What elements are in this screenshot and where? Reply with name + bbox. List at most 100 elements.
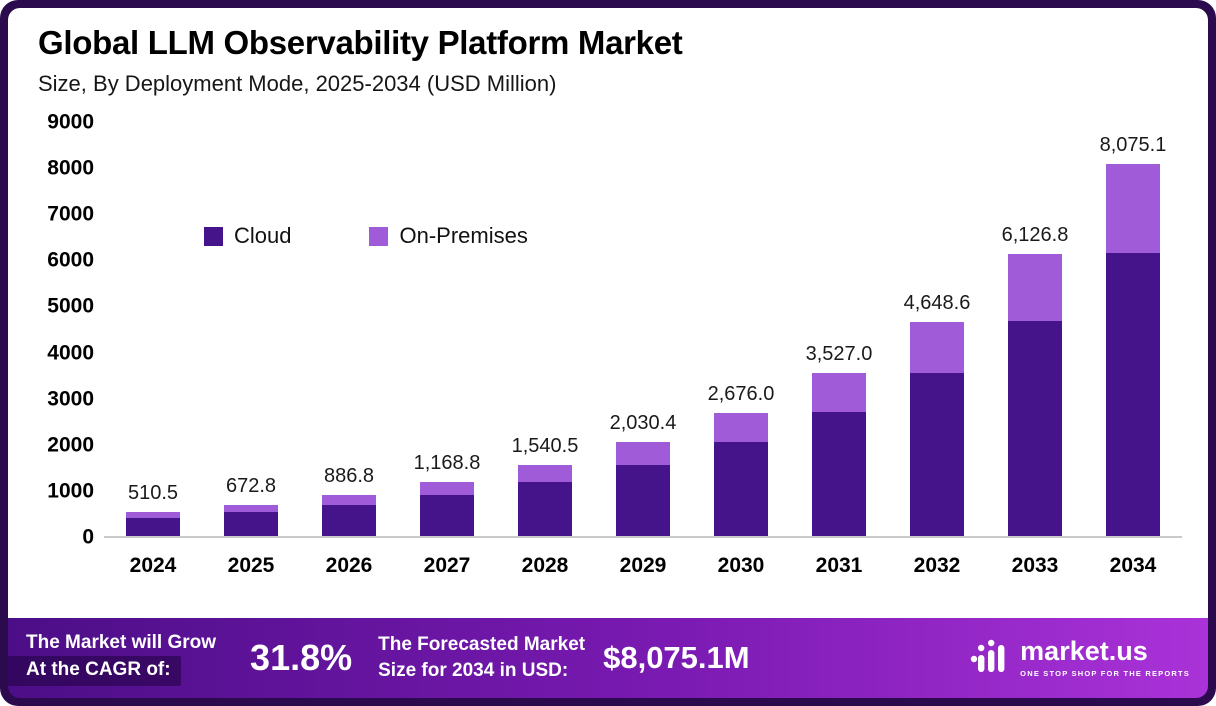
bar-group-2028: 1,540.5 bbox=[496, 123, 594, 536]
forecast-label-line2: Size for 2034 in USD: bbox=[378, 660, 569, 681]
bar-segment-cloud bbox=[126, 518, 180, 536]
forecast-label-line1: The Forecasted Market bbox=[378, 634, 586, 656]
bar-segment-cloud bbox=[910, 373, 964, 536]
bar-total-label: 2,030.4 bbox=[609, 412, 677, 435]
bar-segment-cloud bbox=[616, 464, 670, 536]
bar-group-2027: 1,168.8 bbox=[398, 123, 496, 536]
x-tick-label: 2026 bbox=[325, 554, 373, 577]
bar-stack-2033 bbox=[1008, 253, 1062, 536]
bar-segment-cloud bbox=[812, 412, 866, 536]
bar-stack-2030 bbox=[714, 412, 768, 536]
bar-group-2033: 6,126.8 bbox=[986, 123, 1084, 536]
brand-tagline: ONE STOP SHOP FOR THE REPORTS bbox=[1020, 669, 1190, 678]
chart-card: Global LLM Observability Platform Market… bbox=[8, 8, 1208, 618]
bar-stack-2029 bbox=[616, 442, 670, 536]
bar-segment-on-premises bbox=[322, 495, 376, 505]
bar-group-2030: 2,676.0 bbox=[692, 123, 790, 536]
bar-group-2032: 4,648.6 bbox=[888, 123, 986, 536]
bar-segment-on-premises bbox=[910, 321, 964, 374]
y-tick-label: 8000 bbox=[47, 156, 94, 180]
y-tick-label: 6000 bbox=[47, 248, 94, 272]
bar-group-2031: 3,527.0 bbox=[790, 123, 888, 536]
brand-name: market.us bbox=[1020, 636, 1148, 666]
bar-total-label: 510.5 bbox=[127, 482, 179, 505]
bar-segment-cloud bbox=[1106, 253, 1160, 536]
y-tick-label: 4000 bbox=[47, 341, 94, 365]
bar-segment-cloud bbox=[714, 442, 768, 536]
bar-total-label: 1,540.5 bbox=[511, 434, 579, 457]
bar-group-2025: 672.8 bbox=[202, 123, 300, 536]
bar-total-label: 1,168.8 bbox=[413, 452, 481, 475]
bar-segment-on-premises bbox=[1106, 163, 1160, 254]
bar-stack-2032 bbox=[910, 321, 964, 536]
y-tick-label: 0 bbox=[82, 525, 94, 549]
bar-total-label: 672.8 bbox=[225, 474, 277, 497]
market-us-logo: market.us ONE STOP SHOP FOR THE REPORTS bbox=[966, 634, 1190, 683]
bar-total-label: 886.8 bbox=[323, 465, 375, 488]
legend-item-cloud: Cloud bbox=[204, 223, 291, 249]
bar-group-2024: 510.5 bbox=[104, 123, 202, 536]
legend-swatch-on-premises-icon bbox=[369, 226, 389, 246]
bar-stack-2026 bbox=[322, 495, 376, 536]
forecast-label: The Forecasted Market Size for 2034 in U… bbox=[378, 632, 585, 683]
bar-segment-on-premises bbox=[518, 464, 572, 483]
y-tick-label: 7000 bbox=[47, 202, 94, 226]
x-axis: 2024 2025 2026 2027 2028 2029 2030 2031 2032 2033… bbox=[104, 554, 1182, 578]
footer-banner: The Market will Grow At the CAGR of: 31.… bbox=[8, 618, 1208, 698]
legend-label-on-premises: On-Premises bbox=[399, 223, 528, 248]
bar-segment-on-premises bbox=[126, 512, 180, 519]
bar-segment-cloud bbox=[518, 482, 572, 536]
x-tick-label: 2031 bbox=[815, 554, 863, 577]
legend-swatch-cloud-icon bbox=[204, 226, 223, 246]
bar-stack-2027 bbox=[420, 482, 474, 536]
bar-total-label: 3,527.0 bbox=[805, 343, 873, 366]
y-tick-label: 2000 bbox=[47, 433, 94, 457]
bar-segment-on-premises bbox=[812, 373, 866, 413]
page-title: Global LLM Observability Platform Market bbox=[38, 24, 683, 61]
legend-label-cloud: Cloud bbox=[234, 223, 292, 248]
bar-total-label: 2,676.0 bbox=[707, 382, 775, 405]
bar-segment-on-premises bbox=[420, 482, 474, 496]
bar-stack-2024 bbox=[126, 512, 180, 536]
bar-group-2029: 2,030.4 bbox=[594, 123, 692, 536]
bar-total-label: 8,075.1 bbox=[1099, 133, 1167, 156]
bar-stack-2031 bbox=[812, 373, 866, 536]
plot-area: Cloud On-Premises 510.5 672.8 886.8 1,168.8… bbox=[104, 123, 1182, 538]
x-tick-label: 2030 bbox=[717, 554, 765, 577]
bar-segment-cloud bbox=[224, 512, 278, 536]
chart-legend: Cloud On-Premises bbox=[204, 223, 528, 249]
bar-segment-cloud bbox=[420, 495, 474, 536]
bar-group-2034: 8,075.1 bbox=[1084, 123, 1182, 536]
y-tick-label: 1000 bbox=[47, 479, 94, 503]
bar-segment-on-premises bbox=[224, 504, 278, 513]
forecast-value: $8,075.1M bbox=[603, 640, 750, 675]
x-tick-label: 2034 bbox=[1109, 554, 1157, 577]
bar-segment-cloud bbox=[322, 504, 376, 536]
bar-segment-cloud bbox=[1008, 321, 1062, 536]
x-tick-label: 2033 bbox=[1011, 554, 1059, 577]
legend-item-on-premises: On-Premises bbox=[369, 223, 528, 249]
cagr-value: 31.8% bbox=[250, 637, 353, 678]
bar-group-2026: 886.8 bbox=[300, 123, 398, 536]
cagr-label: The Market will Grow At the CAGR of: bbox=[8, 630, 217, 686]
x-tick-label: 2025 bbox=[227, 554, 275, 577]
bar-segment-on-premises bbox=[714, 412, 768, 443]
x-tick-label: 2024 bbox=[129, 554, 177, 577]
bar-total-label: 4,648.6 bbox=[903, 291, 971, 314]
bars-container: 510.5 672.8 886.8 1,168.8 1,540.5 2,030.4 2,67… bbox=[104, 123, 1182, 536]
bar-total-label: 6,126.8 bbox=[1001, 223, 1069, 246]
bar-segment-on-premises bbox=[616, 442, 670, 465]
cagr-label-line2: At the CAGR of: bbox=[8, 656, 181, 686]
bar-chart: 9000 8000 7000 6000 5000 4000 3000 2000 1000 0 Cl… bbox=[38, 111, 1182, 549]
bar-segment-on-premises bbox=[1008, 253, 1062, 322]
bar-stack-2034 bbox=[1106, 163, 1160, 536]
market-us-logo-icon bbox=[966, 634, 1010, 683]
bar-stack-2025 bbox=[224, 504, 278, 536]
x-tick-label: 2029 bbox=[619, 554, 667, 577]
x-tick-label: 2027 bbox=[423, 554, 471, 577]
page-subtitle: Size, By Deployment Mode, 2025-2034 (USD… bbox=[38, 71, 557, 96]
cagr-label-line1: The Market will Grow bbox=[26, 632, 217, 654]
y-tick-label: 5000 bbox=[47, 294, 94, 318]
x-tick-label: 2028 bbox=[521, 554, 569, 577]
